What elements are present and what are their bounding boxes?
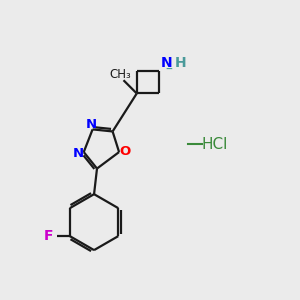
Text: –: –: [166, 63, 172, 77]
Text: H: H: [175, 56, 187, 70]
Text: N: N: [160, 56, 172, 70]
Text: O: O: [119, 145, 130, 158]
Text: N: N: [72, 147, 83, 160]
Text: CH₃: CH₃: [110, 68, 131, 81]
Text: HCl: HCl: [202, 136, 228, 152]
Text: N: N: [85, 118, 97, 130]
Text: F: F: [44, 229, 53, 243]
